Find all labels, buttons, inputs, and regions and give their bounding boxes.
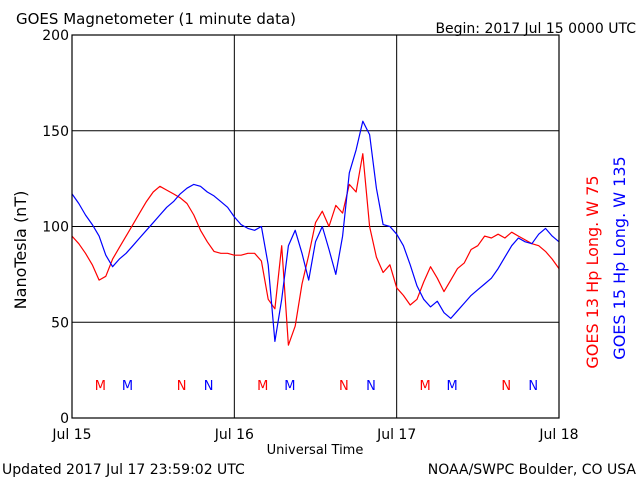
midnight-marker: M [95,379,106,394]
begin-time: Begin: 2017 Jul 15 0000 UTC [435,21,636,37]
series-line-goes15 [71,120,560,342]
noon-marker: N [501,379,511,394]
midnight-marker: M [284,379,295,394]
chart-title: GOES Magnetometer (1 minute data) [16,10,296,28]
noaa-credit: NOAA/SWPC Boulder, CO USA [428,462,637,478]
noon-marker: N [339,379,349,394]
legend-goes15: GOES 15 Hp Long. W 135 [610,156,629,359]
noon-marker: N [366,379,376,394]
x-axis-label: Universal Time [267,443,364,458]
midnight-marker: M [419,379,430,394]
midnight-marker: M [447,379,458,394]
y-tick-label: 50 [51,315,69,331]
series-line-goes13 [71,153,560,346]
y-ticks: 0 50 100 150 200 [42,28,69,427]
series-lines [71,120,560,346]
midnight-marker: M [122,379,133,394]
x-tick-label: Jul 16 [214,427,254,443]
noon-marker: N [528,379,538,394]
x-tick-label: Jul 17 [376,427,416,443]
y-tick-label: 150 [42,124,69,140]
x-ticks: Jul 15 Jul 16 Jul 17 Jul 18 [51,427,578,443]
midnight-marker: M [257,379,268,394]
noon-marker: N [177,379,187,394]
x-tick-label: Jul 18 [538,427,578,443]
plot-frame [71,34,560,419]
noon-marker: N [204,379,214,394]
grid [72,35,559,418]
x-tick-label: Jul 15 [51,427,91,443]
y-tick-label: 200 [42,28,69,44]
y-tick-label: 100 [42,220,69,236]
y-axis-label: NanoTesla (nT) [11,191,30,310]
legend-goes13: GOES 13 Hp Long. W 75 [583,175,602,368]
updated-timestamp: Updated 2017 Jul 17 23:59:02 UTC [2,462,245,478]
y-tick-label: 0 [60,411,69,427]
